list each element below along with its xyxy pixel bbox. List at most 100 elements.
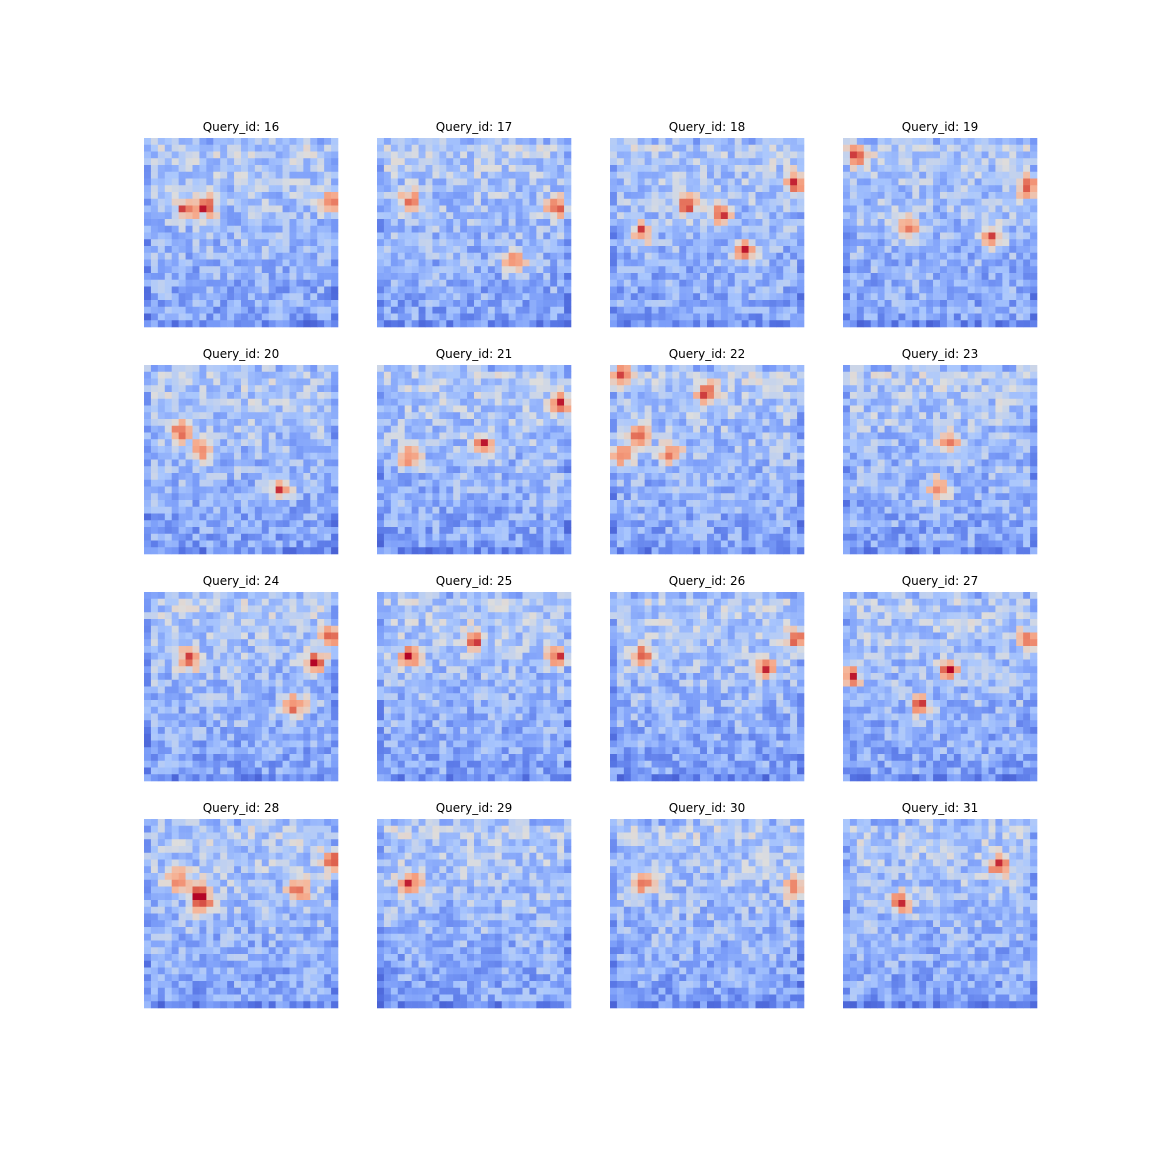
- heatmap-cell: [144, 158, 152, 166]
- heatmap-cell: [616, 232, 625, 240]
- heatmap-cell: [870, 178, 878, 186]
- heatmap-cell: [192, 219, 200, 227]
- heatmap-cell: [905, 266, 913, 274]
- heatmap-cell: [672, 212, 680, 220]
- heatmap-cell: [178, 439, 186, 447]
- heatmap-cell: [557, 273, 565, 281]
- heatmap-cell: [480, 439, 489, 447]
- heatmap-cell: [467, 398, 475, 406]
- heatmap-cell: [474, 171, 482, 179]
- heatmap-cell: [543, 246, 551, 254]
- heatmap-cell: [404, 246, 412, 254]
- heatmap-cell: [404, 192, 412, 200]
- heatmap-cell: [425, 232, 433, 240]
- heatmap-cell: [665, 144, 673, 152]
- heatmap-cell: [741, 378, 749, 386]
- heatmap-cell: [536, 279, 544, 287]
- heatmap-cell: [665, 405, 673, 413]
- heatmap-cell: [550, 419, 558, 427]
- heatmap-cell: [234, 225, 242, 233]
- heatmap-cell: [331, 192, 339, 200]
- heatmap-cell: [254, 473, 263, 481]
- heatmap-cell: [727, 306, 736, 314]
- heatmap-cell: [331, 419, 339, 427]
- heatmap-cell: [220, 405, 228, 413]
- heatmap-cell: [1009, 144, 1017, 152]
- heatmap-cell: [331, 185, 339, 193]
- heatmap-cell: [303, 398, 311, 406]
- heatmap-cell: [241, 225, 249, 233]
- heatmap-cell: [501, 185, 509, 193]
- heatmap-cell: [234, 459, 242, 467]
- heatmap-cell: [919, 279, 927, 287]
- heatmap-cell: [884, 273, 892, 281]
- heatmap-cell: [543, 479, 551, 487]
- heatmap-cell: [480, 306, 489, 314]
- heatmap-cell: [720, 178, 729, 186]
- heatmap-cell: [192, 293, 200, 301]
- heatmap-cell: [241, 473, 249, 481]
- heatmap-cell: [397, 279, 406, 287]
- heatmap-cell: [418, 151, 426, 159]
- heatmap-cell: [404, 513, 412, 521]
- heatmap-cell: [164, 293, 173, 301]
- heatmap-cell: [616, 320, 625, 328]
- heatmap-cell: [289, 506, 297, 514]
- heatmap-cell: [324, 300, 332, 308]
- heatmap-cell: [247, 506, 256, 514]
- heatmap-cell: [762, 232, 770, 240]
- heatmap-cell: [686, 419, 694, 427]
- heatmap-cell: [480, 219, 489, 227]
- heatmap-cell: [261, 205, 270, 213]
- heatmap-cell: [891, 192, 899, 200]
- heatmap-cell: [953, 273, 962, 281]
- heatmap-cell: [713, 198, 722, 206]
- heatmap-cell: [790, 279, 798, 287]
- heatmap-cell: [460, 259, 468, 267]
- heatmap-cell: [453, 425, 461, 433]
- heatmap-cell: [171, 232, 179, 240]
- heatmap-cell: [324, 446, 332, 454]
- heatmap-cell: [672, 300, 680, 308]
- heatmap-cell: [446, 232, 454, 240]
- heatmap-cell: [474, 439, 482, 447]
- heatmap-cell: [487, 425, 496, 433]
- heatmap-cell: [1016, 151, 1024, 159]
- heatmap-cell: [282, 533, 290, 541]
- heatmap-cell: [557, 452, 565, 460]
- heatmap-cell: [515, 320, 523, 328]
- heatmap-cell: [331, 385, 339, 393]
- heatmap-cell: [254, 246, 263, 254]
- heatmap-cell: [268, 439, 276, 447]
- heatmap-cell: [707, 151, 715, 159]
- heatmap-cell: [178, 138, 186, 146]
- heatmap-cell: [529, 300, 537, 308]
- heatmap-cell: [480, 313, 489, 321]
- heatmap-cell: [480, 239, 489, 247]
- heatmap-cell: [317, 165, 325, 173]
- heatmap-cell: [672, 246, 680, 254]
- heatmap-cell: [644, 378, 652, 386]
- heatmap-cell: [227, 452, 235, 460]
- heatmap-cell: [261, 198, 270, 206]
- heatmap-cell: [418, 466, 426, 474]
- heatmap-cell: [324, 138, 332, 146]
- heatmap-cell: [268, 198, 276, 206]
- heatmap-cell: [748, 212, 756, 220]
- heatmap-cell: [877, 306, 885, 314]
- heatmap-cell: [1023, 266, 1031, 274]
- heatmap-cell: [289, 405, 297, 413]
- heatmap-cell: [905, 279, 913, 287]
- heatmap-cell: [268, 392, 276, 400]
- heatmap-cell: [171, 151, 179, 159]
- heatmap-cell: [185, 452, 193, 460]
- heatmap-cell: [672, 239, 680, 247]
- heatmap-cell: [467, 392, 475, 400]
- heatmap-cell: [870, 198, 878, 206]
- heatmap-cell: [185, 171, 193, 179]
- heatmap-cell: [234, 219, 242, 227]
- heatmap-cell: [790, 225, 798, 233]
- heatmap-cell: [199, 398, 207, 406]
- heatmap-cell: [616, 212, 625, 220]
- heatmap-cell: [700, 425, 708, 433]
